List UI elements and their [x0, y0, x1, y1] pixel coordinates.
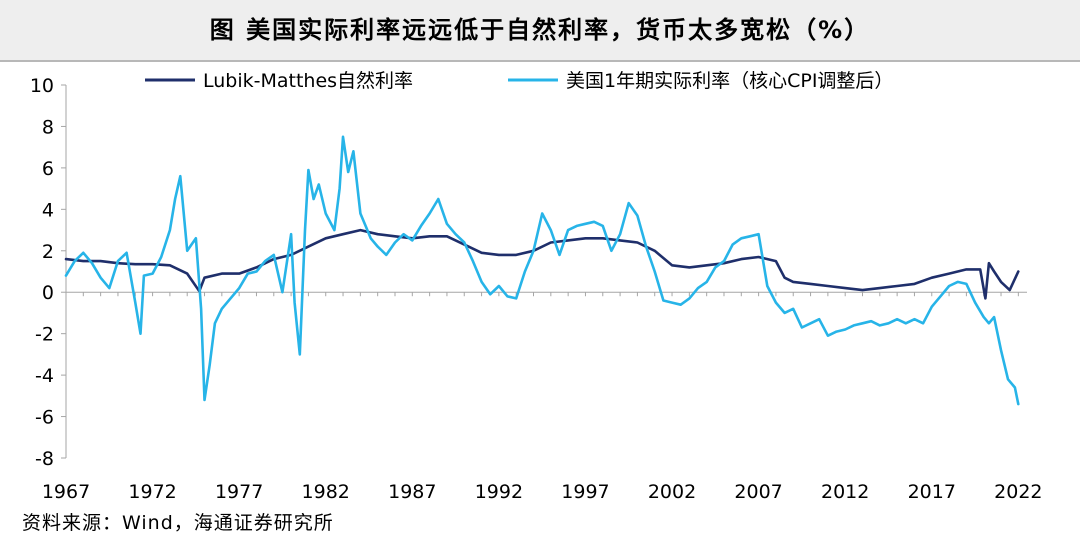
y-tick-label: 4: [42, 199, 54, 221]
x-tick-label: 1977: [215, 481, 263, 502]
y-tick-label: -4: [35, 365, 54, 387]
chart-title: 图 美国实际利率远远低于自然利率，货币太多宽松（%）: [209, 16, 871, 44]
y-tick-label: 10: [30, 75, 54, 97]
y-tick-label: 2: [42, 241, 54, 263]
legend-label-real-rate: 美国1年期实际利率（核心CPI调整后）: [566, 70, 893, 92]
x-tick-label: 1972: [128, 481, 176, 502]
y-tick-label: -6: [35, 407, 54, 429]
y-axis: 10 8 6 4 2 0 -2 -4 -6 -8: [30, 75, 67, 470]
legend-label-natural-rate: Lubik-Matthes自然利率: [203, 70, 413, 92]
y-tick-label: -8: [35, 448, 54, 470]
line-chart: 10 8 6 4 2 0 -2 -4 -6 -8 1967 1972 1977 1982 1987 1992…: [30, 70, 1043, 502]
x-tick-label: 2017: [908, 481, 956, 502]
x-tick-label: 1982: [302, 481, 350, 502]
series-lines: [64, 135, 1020, 406]
y-tick-label: -2: [35, 324, 54, 346]
y-tick-label: 8: [42, 116, 54, 138]
legend: Lubik-Matthes自然利率 美国1年期实际利率（核心CPI调整后）: [145, 70, 893, 92]
x-tick-label: 2007: [734, 481, 782, 502]
x-tick-label: 2002: [648, 481, 696, 502]
real-rate-line: [64, 135, 1020, 406]
x-tick-label: 1997: [561, 481, 609, 502]
x-tick-label: 2012: [821, 481, 869, 502]
x-tick-label: 1967: [42, 481, 90, 502]
x-tick-label: 1987: [388, 481, 436, 502]
natural-rate-line: [64, 228, 1020, 300]
x-axis: 1967 1972 1977 1982 1987 1992 1997 2002 2007 2012…: [42, 291, 1043, 502]
x-tick-label: 2022: [994, 481, 1042, 502]
x-tick-label: 1992: [475, 481, 523, 502]
y-tick-label: 0: [42, 282, 54, 304]
title-bar: [0, 0, 1080, 62]
source-note: 资料来源：Wind，海通证券研究所: [22, 512, 334, 534]
y-tick-label: 6: [42, 158, 54, 180]
